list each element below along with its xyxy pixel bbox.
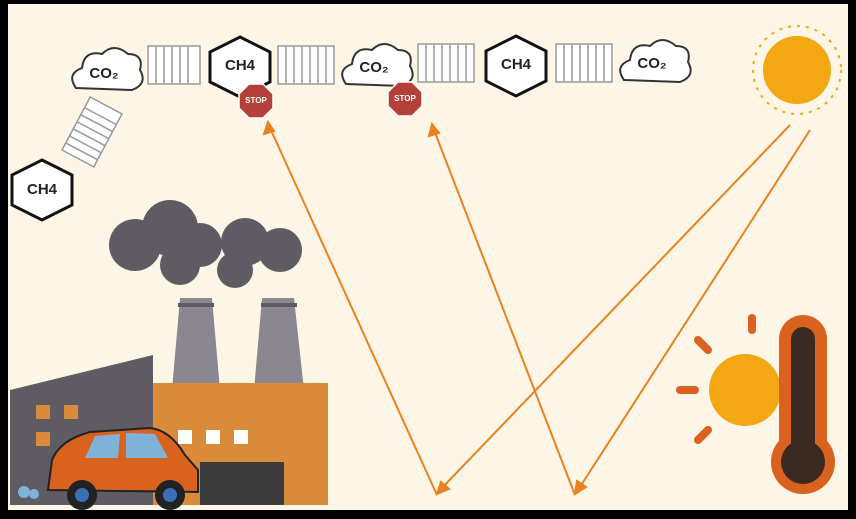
molecule-label: CH4: [501, 56, 532, 73]
molecule-label: CO₂: [637, 55, 666, 72]
molecule-label: CH4: [27, 181, 58, 198]
molecule-label: CO₂: [359, 59, 388, 76]
illustration: CO₂ CH4 CO₂ CH4 CO₂ CH4 STOP STOP: [0, 0, 856, 519]
stop-label: STOP: [394, 94, 416, 103]
stop-label: STOP: [245, 96, 267, 105]
molecule-label: CH4: [225, 57, 256, 74]
molecule-label: CO₂: [89, 65, 118, 82]
